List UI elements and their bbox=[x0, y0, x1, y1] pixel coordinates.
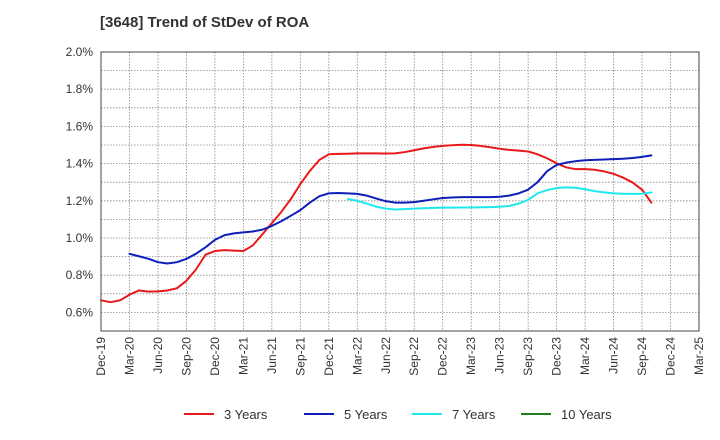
x-tick-label: Jun-24 bbox=[607, 337, 621, 374]
x-tick-label: Jun-20 bbox=[151, 337, 165, 374]
x-tick-label: Mar-25 bbox=[692, 337, 706, 375]
series-line-5-years bbox=[128, 154, 653, 265]
x-tick-label: Jun-22 bbox=[379, 337, 393, 374]
series-line-7-years bbox=[346, 186, 653, 211]
x-tick-label: Sep-23 bbox=[521, 337, 535, 376]
x-tick-label: Mar-22 bbox=[350, 337, 364, 375]
y-tick-label: 1.8% bbox=[66, 82, 94, 96]
x-tick-layer: Dec-19 Mar-20 Jun-20 Sep-20 Dec-20 Mar-21 Jun-… bbox=[94, 337, 706, 376]
x-tick-label: Mar-21 bbox=[236, 337, 250, 375]
y-tick-label: 1.4% bbox=[66, 157, 94, 171]
x-tick-label: Dec-20 bbox=[208, 337, 222, 376]
x-tick-label: Dec-19 bbox=[94, 337, 108, 376]
legend-label-10-years: 10 Years bbox=[561, 407, 612, 422]
chart-title: [3648] Trend of StDev of ROA bbox=[100, 14, 310, 31]
x-tick-label: Dec-24 bbox=[664, 337, 678, 376]
legend-label-3-years: 3 Years bbox=[224, 407, 268, 422]
y-tick-label: 2.0% bbox=[66, 45, 94, 59]
x-tick-label: Jun-23 bbox=[493, 337, 507, 374]
x-tick-label: Jun-21 bbox=[265, 337, 279, 374]
x-tick-label: Sep-24 bbox=[635, 337, 649, 376]
plot-frame bbox=[100, 51, 700, 332]
legend-label-7-years: 7 Years bbox=[452, 407, 496, 422]
y-tick-label: 1.6% bbox=[66, 119, 94, 133]
x-tick-label: Mar-23 bbox=[464, 337, 478, 375]
x-tick-label: Mar-24 bbox=[578, 337, 592, 375]
y-tick-label: 1.0% bbox=[66, 231, 94, 245]
legend-label-5-years: 5 Years bbox=[344, 407, 388, 422]
x-tick-label: Dec-21 bbox=[322, 337, 336, 376]
y-tick-layer: 0.6% 0.8% 1.0% 1.2% 1.4% 1.6% 1.8% 2.0% bbox=[66, 45, 94, 319]
x-tick-label: Dec-22 bbox=[436, 337, 450, 376]
x-tick-label: Mar-20 bbox=[122, 337, 136, 375]
series-line-3-years bbox=[100, 143, 653, 304]
y-tick-label: 0.6% bbox=[66, 305, 94, 319]
y-tick-label: 1.2% bbox=[66, 194, 94, 208]
x-tick-label: Sep-21 bbox=[293, 337, 307, 376]
x-tick-label: Dec-23 bbox=[550, 337, 564, 376]
x-tick-label: Sep-20 bbox=[179, 337, 193, 376]
grid-layer bbox=[101, 52, 699, 331]
y-tick-label: 0.8% bbox=[66, 268, 94, 282]
x-tick-label: Sep-22 bbox=[407, 337, 421, 376]
series-layer bbox=[100, 143, 653, 304]
legend: 3 Years 5 Years 7 Years 10 Years bbox=[184, 407, 612, 422]
